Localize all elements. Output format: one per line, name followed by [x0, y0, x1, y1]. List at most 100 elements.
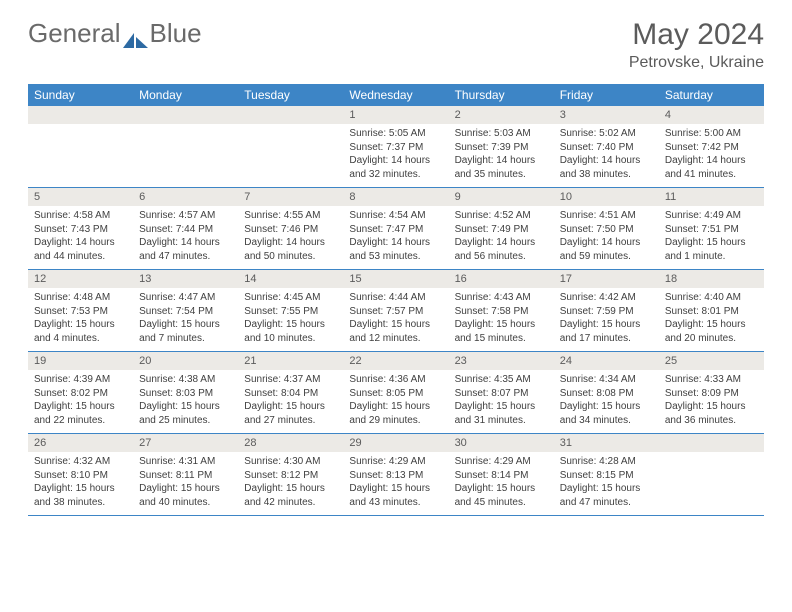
logo-text-2: Blue — [150, 18, 202, 49]
daylight-line: Daylight: 15 hours and 34 minutes. — [560, 400, 653, 427]
day-details: Sunrise: 4:29 AMSunset: 8:14 PMDaylight:… — [449, 452, 554, 515]
daylight-line: Daylight: 15 hours and 22 minutes. — [34, 400, 127, 427]
daylight-line: Daylight: 14 hours and 41 minutes. — [665, 154, 758, 181]
logo: General Blue — [28, 18, 202, 49]
sunset-line: Sunset: 8:09 PM — [665, 387, 758, 401]
sunset-line: Sunset: 8:04 PM — [244, 387, 337, 401]
sunrise-line: Sunrise: 4:33 AM — [665, 373, 758, 387]
title-block: May 2024 Petrovske, Ukraine — [629, 18, 764, 72]
day-number: 9 — [449, 188, 554, 206]
day-cell: 10Sunrise: 4:51 AMSunset: 7:50 PMDayligh… — [554, 188, 659, 269]
day-header-cell: Thursday — [449, 84, 554, 106]
day-cell — [133, 106, 238, 187]
day-number: 16 — [449, 270, 554, 288]
sunset-line: Sunset: 7:43 PM — [34, 223, 127, 237]
day-number: 12 — [28, 270, 133, 288]
day-number: 23 — [449, 352, 554, 370]
day-cell — [28, 106, 133, 187]
week-row: 1Sunrise: 5:05 AMSunset: 7:37 PMDaylight… — [28, 106, 764, 188]
day-cell: 17Sunrise: 4:42 AMSunset: 7:59 PMDayligh… — [554, 270, 659, 351]
sunrise-line: Sunrise: 4:57 AM — [139, 209, 232, 223]
day-number: 20 — [133, 352, 238, 370]
day-details: Sunrise: 4:42 AMSunset: 7:59 PMDaylight:… — [554, 288, 659, 351]
sunset-line: Sunset: 7:55 PM — [244, 305, 337, 319]
day-number: 27 — [133, 434, 238, 452]
week-row: 19Sunrise: 4:39 AMSunset: 8:02 PMDayligh… — [28, 352, 764, 434]
daylight-line: Daylight: 15 hours and 47 minutes. — [560, 482, 653, 509]
sunset-line: Sunset: 8:03 PM — [139, 387, 232, 401]
sail-icon — [123, 25, 149, 43]
day-cell: 11Sunrise: 4:49 AMSunset: 7:51 PMDayligh… — [659, 188, 764, 269]
daylight-line: Daylight: 15 hours and 36 minutes. — [665, 400, 758, 427]
day-cell: 14Sunrise: 4:45 AMSunset: 7:55 PMDayligh… — [238, 270, 343, 351]
day-cell: 26Sunrise: 4:32 AMSunset: 8:10 PMDayligh… — [28, 434, 133, 515]
day-details: Sunrise: 4:30 AMSunset: 8:12 PMDaylight:… — [238, 452, 343, 515]
daylight-line: Daylight: 14 hours and 56 minutes. — [455, 236, 548, 263]
location-label: Petrovske, Ukraine — [629, 54, 764, 72]
day-cell: 28Sunrise: 4:30 AMSunset: 8:12 PMDayligh… — [238, 434, 343, 515]
sunset-line: Sunset: 8:01 PM — [665, 305, 758, 319]
day-cell: 12Sunrise: 4:48 AMSunset: 7:53 PMDayligh… — [28, 270, 133, 351]
day-cell: 9Sunrise: 4:52 AMSunset: 7:49 PMDaylight… — [449, 188, 554, 269]
sunrise-line: Sunrise: 5:05 AM — [349, 127, 442, 141]
sunset-line: Sunset: 8:08 PM — [560, 387, 653, 401]
day-header-cell: Friday — [554, 84, 659, 106]
day-cell: 24Sunrise: 4:34 AMSunset: 8:08 PMDayligh… — [554, 352, 659, 433]
day-cell: 18Sunrise: 4:40 AMSunset: 8:01 PMDayligh… — [659, 270, 764, 351]
day-number-empty — [659, 434, 764, 452]
day-cell: 20Sunrise: 4:38 AMSunset: 8:03 PMDayligh… — [133, 352, 238, 433]
day-number: 7 — [238, 188, 343, 206]
day-details: Sunrise: 4:33 AMSunset: 8:09 PMDaylight:… — [659, 370, 764, 433]
day-cell: 6Sunrise: 4:57 AMSunset: 7:44 PMDaylight… — [133, 188, 238, 269]
sunrise-line: Sunrise: 4:29 AM — [455, 455, 548, 469]
daylight-line: Daylight: 14 hours and 47 minutes. — [139, 236, 232, 263]
day-cell: 23Sunrise: 4:35 AMSunset: 8:07 PMDayligh… — [449, 352, 554, 433]
daylight-line: Daylight: 15 hours and 20 minutes. — [665, 318, 758, 345]
daylight-line: Daylight: 15 hours and 25 minutes. — [139, 400, 232, 427]
day-details: Sunrise: 5:03 AMSunset: 7:39 PMDaylight:… — [449, 124, 554, 187]
day-details: Sunrise: 4:43 AMSunset: 7:58 PMDaylight:… — [449, 288, 554, 351]
daylight-line: Daylight: 15 hours and 17 minutes. — [560, 318, 653, 345]
sunset-line: Sunset: 7:49 PM — [455, 223, 548, 237]
day-details: Sunrise: 4:29 AMSunset: 8:13 PMDaylight:… — [343, 452, 448, 515]
calendar: SundayMondayTuesdayWednesdayThursdayFrid… — [28, 84, 764, 516]
day-header-cell: Monday — [133, 84, 238, 106]
day-number: 25 — [659, 352, 764, 370]
daylight-line: Daylight: 15 hours and 7 minutes. — [139, 318, 232, 345]
sunset-line: Sunset: 8:14 PM — [455, 469, 548, 483]
day-number: 2 — [449, 106, 554, 124]
sunrise-line: Sunrise: 4:55 AM — [244, 209, 337, 223]
day-cell: 7Sunrise: 4:55 AMSunset: 7:46 PMDaylight… — [238, 188, 343, 269]
daylight-line: Daylight: 14 hours and 44 minutes. — [34, 236, 127, 263]
day-number: 22 — [343, 352, 448, 370]
sunset-line: Sunset: 7:50 PM — [560, 223, 653, 237]
sunrise-line: Sunrise: 4:31 AM — [139, 455, 232, 469]
sunset-line: Sunset: 8:15 PM — [560, 469, 653, 483]
day-number: 14 — [238, 270, 343, 288]
sunrise-line: Sunrise: 5:00 AM — [665, 127, 758, 141]
daylight-line: Daylight: 15 hours and 43 minutes. — [349, 482, 442, 509]
day-number: 4 — [659, 106, 764, 124]
day-header-cell: Sunday — [28, 84, 133, 106]
sunset-line: Sunset: 7:44 PM — [139, 223, 232, 237]
day-number: 19 — [28, 352, 133, 370]
day-number: 30 — [449, 434, 554, 452]
day-number: 13 — [133, 270, 238, 288]
day-number: 11 — [659, 188, 764, 206]
sunset-line: Sunset: 7:37 PM — [349, 141, 442, 155]
day-header-cell: Saturday — [659, 84, 764, 106]
sunrise-line: Sunrise: 5:03 AM — [455, 127, 548, 141]
day-details: Sunrise: 4:36 AMSunset: 8:05 PMDaylight:… — [343, 370, 448, 433]
day-number: 5 — [28, 188, 133, 206]
day-details: Sunrise: 4:32 AMSunset: 8:10 PMDaylight:… — [28, 452, 133, 515]
day-number: 15 — [343, 270, 448, 288]
day-details: Sunrise: 4:55 AMSunset: 7:46 PMDaylight:… — [238, 206, 343, 269]
day-cell: 21Sunrise: 4:37 AMSunset: 8:04 PMDayligh… — [238, 352, 343, 433]
day-details: Sunrise: 4:52 AMSunset: 7:49 PMDaylight:… — [449, 206, 554, 269]
day-details: Sunrise: 4:49 AMSunset: 7:51 PMDaylight:… — [659, 206, 764, 269]
day-header-row: SundayMondayTuesdayWednesdayThursdayFrid… — [28, 84, 764, 106]
day-cell — [238, 106, 343, 187]
day-number-empty — [238, 106, 343, 124]
daylight-line: Daylight: 14 hours and 59 minutes. — [560, 236, 653, 263]
sunrise-line: Sunrise: 4:42 AM — [560, 291, 653, 305]
